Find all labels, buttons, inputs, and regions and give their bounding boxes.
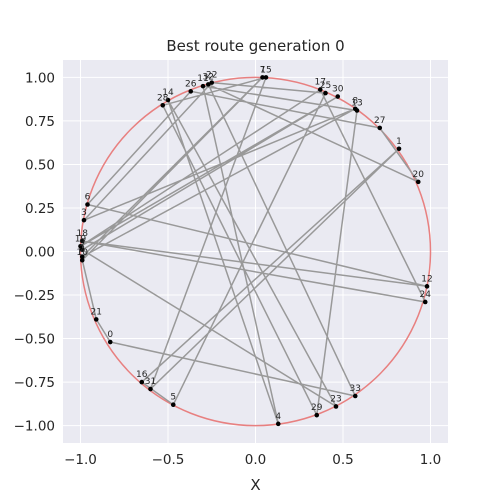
city-label: 31 (145, 377, 156, 387)
x-tick-label: 0.5 (332, 452, 353, 468)
city-point (79, 254, 85, 260)
city-point (424, 284, 430, 289)
city-point (93, 317, 99, 322)
city-label: 14 (162, 88, 174, 98)
city-label: 18 (77, 229, 89, 239)
city-point (396, 146, 402, 152)
city-label: 12 (421, 274, 432, 284)
city-point (352, 393, 358, 399)
unit-circle (79, 76, 432, 427)
city-label: 9 (79, 238, 85, 248)
y-tick-label: 0.25 (25, 201, 55, 217)
y-tick-label: 0.75 (25, 114, 55, 130)
city-label: 21 (91, 307, 102, 317)
city-label: 25 (320, 81, 331, 91)
y-tick-label: 1.00 (25, 70, 55, 86)
city-point (79, 247, 85, 253)
city-points (78, 75, 430, 427)
city-point (188, 89, 194, 94)
city-point (78, 243, 83, 249)
city-point (81, 217, 87, 223)
y-tick-label: −1.00 (14, 419, 55, 435)
city-point (85, 202, 90, 207)
city-label: 24 (420, 290, 432, 300)
city-label: 7 (260, 65, 266, 75)
city-point (260, 75, 265, 80)
city-point (422, 299, 428, 305)
city-label: 2 (79, 245, 85, 255)
city-label: 6 (85, 192, 91, 202)
city-label: 32 (203, 72, 214, 82)
city-label: 29 (311, 403, 323, 413)
city-point (107, 339, 113, 345)
city-label: 23 (330, 394, 341, 404)
city-point (317, 87, 323, 92)
city-label: 16 (136, 370, 148, 380)
y-tick-label: −0.25 (14, 288, 55, 304)
city-label: 11 (197, 74, 208, 84)
city-label: 19 (75, 234, 87, 244)
city-point (148, 386, 153, 392)
y-tick-label: −0.50 (14, 332, 55, 348)
city-point (205, 82, 211, 87)
city-point (165, 97, 171, 103)
city-point (275, 421, 281, 427)
city-label: 27 (374, 116, 385, 126)
city-label: 13 (351, 98, 362, 108)
city-point (323, 90, 328, 96)
x-tick-labels: −1.0 −0.5 0.0 0.5 1.0 (64, 452, 441, 468)
city-label: 26 (185, 79, 197, 89)
city-point (333, 404, 339, 409)
city-point (335, 94, 341, 99)
city-label: 20 (413, 170, 425, 180)
y-tick-labels: −1.00 −0.75 −0.50 −0.25 0.00 0.25 0.50 0.75 1.00 (14, 70, 55, 434)
city-label: 4 (275, 412, 281, 422)
unit-circle-layer (79, 76, 432, 427)
city-point (160, 102, 166, 108)
city-label: 22 (206, 71, 217, 81)
city-label: 30 (332, 85, 344, 95)
city-point (354, 108, 360, 113)
city-label: 15 (260, 65, 271, 75)
city-label: 8 (352, 97, 358, 107)
x-tick-label: −1.0 (64, 452, 97, 468)
city-point (170, 402, 176, 408)
city-point (79, 257, 85, 263)
y-tick-label: 0.00 (25, 245, 55, 261)
city-label: 3 (81, 208, 87, 218)
x-tick-label: −0.5 (152, 452, 185, 468)
city-label: 28 (157, 93, 169, 103)
x-tick-label: 1.0 (420, 452, 441, 468)
city-point (139, 379, 145, 385)
city-point (209, 80, 215, 85)
city-labels: 0123456789101112131415161718192021222324… (75, 65, 433, 421)
city-point (415, 179, 421, 185)
chart-title: Best route generation 0 (166, 37, 344, 55)
grid (63, 60, 448, 443)
city-point (200, 83, 206, 89)
city-label: 17 (315, 78, 326, 88)
city-point (314, 412, 320, 418)
y-tick-label: 0.50 (25, 157, 55, 173)
y-tick-label: −0.75 (14, 375, 55, 391)
city-label: 0 (107, 330, 113, 340)
city-point (263, 75, 269, 80)
city-label: 33 (350, 384, 361, 394)
city-label: 10 (77, 248, 89, 258)
city-label: 5 (170, 393, 176, 403)
city-point (79, 238, 85, 244)
x-axis-label: X (250, 476, 260, 494)
city-point (377, 125, 383, 131)
city-label: 1 (396, 137, 402, 147)
x-tick-label: 0.0 (245, 452, 266, 468)
